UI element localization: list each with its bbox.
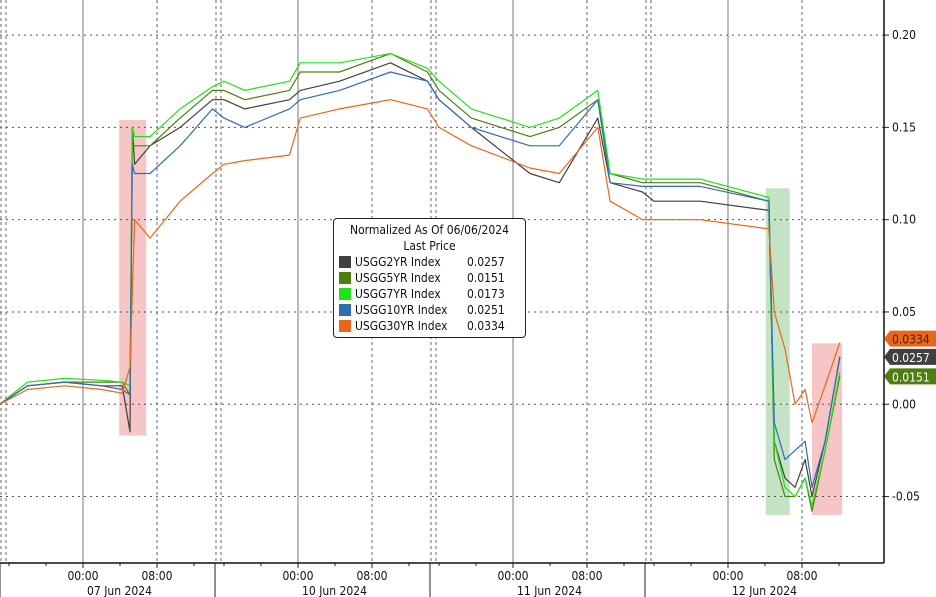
- legend-subtitle: Last Price: [403, 239, 456, 253]
- last-value-tag: 0.0151: [884, 368, 936, 385]
- legend-entry: USGG10YR Index 0.0251: [339, 302, 520, 318]
- legend-last-price: 0.0257: [467, 255, 505, 269]
- x-tick-label: 08:00: [141, 569, 172, 583]
- x-tick-label: 00:00: [67, 569, 98, 583]
- last-value-tag-text: 0.0257: [892, 351, 930, 365]
- series-line-usgg30yr: [0, 99, 841, 424]
- legend-swatch: [339, 304, 351, 316]
- x-tick-label: 00:00: [282, 569, 313, 583]
- legend-entry: USGG5YR Index 0.0151: [339, 270, 520, 286]
- session-date-label: 12 Jun 2024: [732, 584, 797, 597]
- legend-swatch: [339, 256, 351, 268]
- y-tick-label: -0.05: [892, 490, 920, 504]
- series-line-usgg10yr: [0, 71, 841, 488]
- last-value-tag-text: 0.0334: [892, 333, 930, 347]
- legend: Normalized As Of 06/06/2024 Last Price U…: [333, 218, 526, 338]
- x-tick-label: 08:00: [356, 569, 387, 583]
- session-date-label: 11 Jun 2024: [517, 584, 582, 597]
- x-tick-label: 00:00: [497, 569, 528, 583]
- y-tick-label: 0.00: [892, 397, 916, 411]
- legend-last-price: 0.0173: [467, 287, 505, 301]
- last-value-tag-text: 0.0151: [892, 370, 930, 384]
- session-date-label: 10 Jun 2024: [302, 584, 367, 597]
- x-tick-label: 08:00: [571, 569, 602, 583]
- legend-entry: USGG30YR Index 0.0334: [339, 318, 520, 334]
- legend-swatch: [339, 288, 351, 300]
- legend-series-name: USGG5YR Index: [355, 271, 441, 285]
- legend-last-price: 0.0251: [467, 303, 505, 317]
- last-value-tag: 0.0334: [884, 330, 936, 347]
- last-value-tag-bg: [884, 330, 936, 347]
- last-value-tag-bg: [884, 368, 936, 385]
- legend-series-name: USGG7YR Index: [355, 287, 441, 301]
- x-tick-label: 00:00: [712, 569, 743, 583]
- legend-title: Normalized As Of 06/06/2024: [350, 223, 509, 237]
- legend-entry: USGG7YR Index 0.0173: [339, 286, 520, 302]
- legend-swatch: [339, 272, 351, 284]
- y-tick-label: 0.05: [892, 305, 916, 319]
- y-tick-label: 0.10: [892, 213, 916, 227]
- legend-series-name: USGG30YR Index: [355, 319, 448, 333]
- y-tick-label: 0.15: [892, 120, 916, 134]
- y-tick-label: 0.20: [892, 28, 916, 42]
- session-date-label: 07 Jun 2024: [87, 584, 152, 597]
- legend-series-name: USGG10YR Index: [355, 303, 448, 317]
- last-value-tag: 0.0257: [884, 348, 936, 365]
- legend-swatch: [339, 320, 351, 332]
- legend-last-price: 0.0334: [467, 319, 505, 333]
- x-tick-label: 08:00: [786, 569, 817, 583]
- legend-entry: USGG2YR Index 0.0257: [339, 254, 520, 270]
- legend-series-name: USGG2YR Index: [355, 255, 441, 269]
- legend-last-price: 0.0151: [467, 271, 505, 285]
- last-value-tag-bg: [884, 348, 936, 365]
